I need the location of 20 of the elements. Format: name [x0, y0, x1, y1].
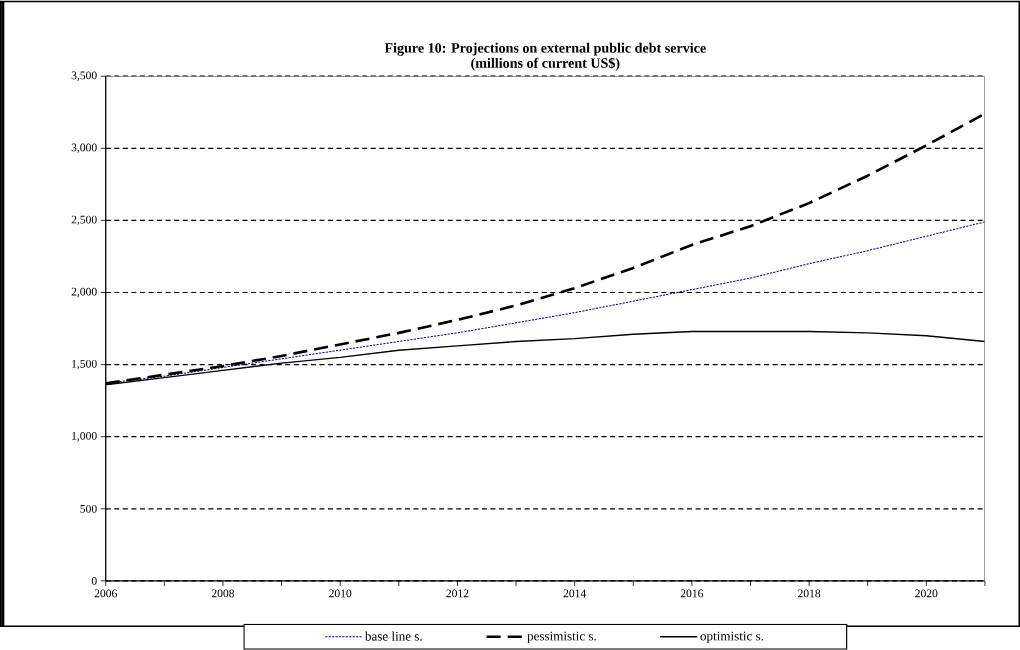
y-tick-label: 2,500	[71, 215, 97, 226]
y-tick-label: 1,000	[72, 432, 97, 442]
x-tick-label: 2020	[915, 589, 938, 598]
y-tick-label: 1,500	[72, 360, 97, 370]
y-tick-label: 500	[80, 505, 97, 513]
legend-label: base line s.	[364, 631, 422, 641]
y-tick-label: 2,000	[71, 287, 97, 298]
legend-label: pessimistic s.	[527, 631, 596, 644]
x-tick-label: 2012	[446, 589, 469, 598]
x-tick-label: 2016	[680, 589, 704, 598]
y-tick-label: 3,500	[71, 71, 97, 82]
x-tick-label: 2018	[798, 589, 821, 598]
legend-label: optimistic s.	[700, 631, 764, 644]
y-tick-label: 0	[91, 577, 97, 585]
chart-title: Figure 10: Projections on external public debt service (millions of current US$)	[384, 42, 706, 71]
x-tick-label: 2014	[563, 589, 587, 598]
x-tick-label: 2010	[329, 589, 352, 598]
x-tick-label: 2008	[211, 589, 235, 598]
x-tick-label: 2006	[94, 589, 117, 598]
y-tick-label: 3,000	[71, 143, 97, 154]
